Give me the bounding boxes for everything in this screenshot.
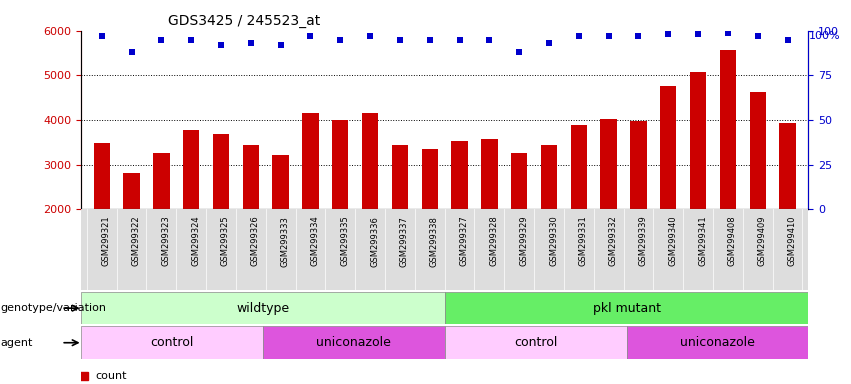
Bar: [660, 86, 677, 299]
Bar: [511, 153, 528, 299]
Bar: [690, 72, 706, 299]
Text: GSM299336: GSM299336: [370, 216, 379, 266]
Text: GSM299341: GSM299341: [698, 216, 707, 266]
Text: uniconazole: uniconazole: [317, 336, 391, 349]
Bar: [421, 149, 438, 299]
Bar: [183, 130, 199, 299]
Text: GDS3425 / 245523_at: GDS3425 / 245523_at: [168, 14, 321, 28]
Bar: [94, 143, 110, 299]
Text: wildtype: wildtype: [237, 302, 289, 314]
Text: GSM299334: GSM299334: [311, 216, 319, 266]
Bar: [601, 119, 617, 299]
Text: GSM299329: GSM299329: [519, 216, 528, 266]
Text: uniconazole: uniconazole: [680, 336, 755, 349]
Text: GSM299326: GSM299326: [251, 216, 260, 266]
Text: GSM299337: GSM299337: [400, 216, 409, 266]
Text: GSM299324: GSM299324: [191, 216, 200, 266]
Text: genotype/variation: genotype/variation: [1, 303, 107, 313]
Bar: [81, 292, 444, 324]
Text: GSM299409: GSM299409: [757, 216, 767, 266]
Bar: [444, 326, 626, 359]
Text: 100%: 100%: [808, 31, 840, 41]
Bar: [153, 153, 169, 299]
Bar: [362, 113, 379, 299]
Bar: [631, 121, 647, 299]
Text: GSM299333: GSM299333: [281, 216, 289, 266]
Bar: [481, 139, 498, 299]
Bar: [243, 146, 259, 299]
Bar: [302, 113, 318, 299]
Bar: [81, 326, 263, 359]
Bar: [272, 155, 288, 299]
Text: pkl mutant: pkl mutant: [592, 302, 660, 314]
Text: GSM299325: GSM299325: [221, 216, 230, 266]
Text: GSM299322: GSM299322: [132, 216, 140, 266]
Text: GSM299339: GSM299339: [638, 216, 648, 266]
Text: GSM299331: GSM299331: [579, 216, 588, 266]
Bar: [720, 50, 736, 299]
Text: GSM299340: GSM299340: [668, 216, 677, 266]
Text: GSM299323: GSM299323: [162, 216, 170, 266]
Text: agent: agent: [1, 338, 33, 348]
Bar: [391, 145, 408, 299]
Text: control: control: [150, 336, 193, 349]
Bar: [332, 119, 348, 299]
Text: GSM299408: GSM299408: [728, 216, 737, 266]
Bar: [750, 92, 766, 299]
Bar: [123, 173, 140, 299]
Bar: [780, 123, 796, 299]
Bar: [626, 326, 808, 359]
Bar: [451, 141, 468, 299]
Text: GSM299327: GSM299327: [460, 216, 469, 266]
Text: GSM299410: GSM299410: [787, 216, 797, 266]
Text: GSM299328: GSM299328: [489, 216, 499, 266]
Bar: [213, 134, 229, 299]
Bar: [444, 292, 808, 324]
Text: GSM299338: GSM299338: [430, 216, 439, 266]
Text: count: count: [95, 371, 127, 381]
Text: GSM299330: GSM299330: [549, 216, 558, 266]
Text: GSM299321: GSM299321: [102, 216, 111, 266]
Text: GSM299335: GSM299335: [340, 216, 349, 266]
Text: control: control: [514, 336, 557, 349]
Bar: [541, 145, 557, 299]
Bar: [571, 125, 587, 299]
Text: GSM299332: GSM299332: [608, 216, 618, 266]
Bar: [263, 326, 444, 359]
